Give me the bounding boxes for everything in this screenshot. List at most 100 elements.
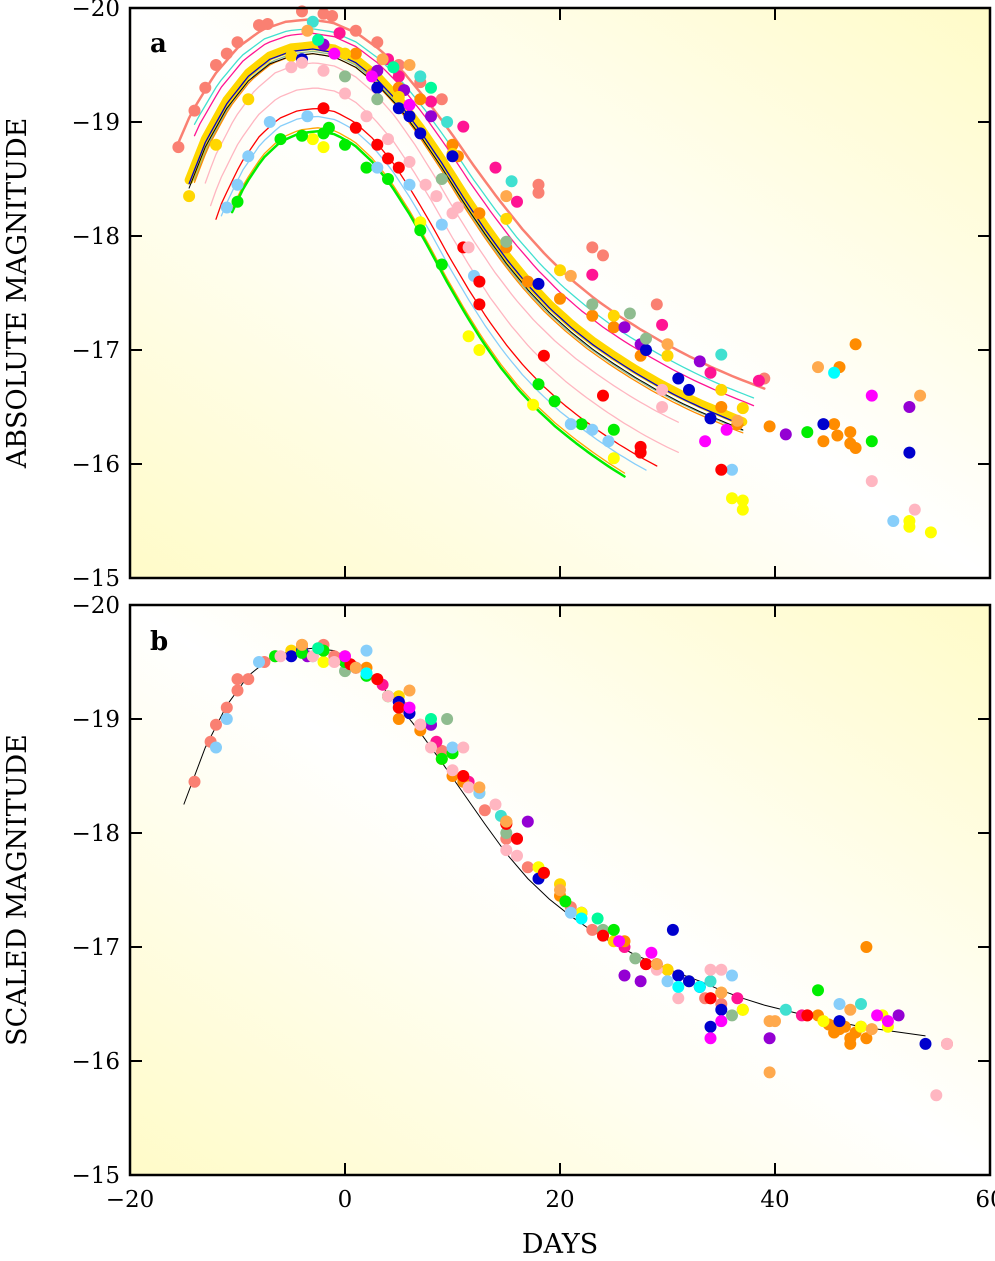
point-pink-1 xyxy=(296,56,308,69)
point-yellow-0 xyxy=(317,656,330,668)
point-sandybrown-6 xyxy=(650,958,663,971)
point-lime-11 xyxy=(548,395,561,408)
point-turquoise-7 xyxy=(855,998,867,1010)
point-sandybrown-0 xyxy=(301,24,314,37)
point-darkseagreen-0 xyxy=(339,70,351,83)
y-tick-label--17: −17 xyxy=(71,935,120,961)
point-lime-9 xyxy=(559,895,572,908)
point-lightskyblue-11 xyxy=(602,435,615,448)
point-salmon-17 xyxy=(532,186,545,199)
point-pink-0 xyxy=(285,61,298,74)
point-salmon-5 xyxy=(231,36,244,49)
point-red-10 xyxy=(801,1009,814,1022)
point-lime-15 xyxy=(865,435,878,448)
point-pink-13 xyxy=(656,401,669,413)
point-sandybrown-7 xyxy=(914,389,927,402)
point-deeppink-0 xyxy=(333,27,346,40)
point-lightskyblue-1 xyxy=(220,713,233,725)
point-darkseagreen-5 xyxy=(623,307,636,320)
point-turquoise-6 xyxy=(779,1003,792,1016)
point-yellow-5 xyxy=(527,398,540,411)
point-salmon-4 xyxy=(220,47,233,60)
point-pink-16 xyxy=(715,963,728,976)
point-yellow-8 xyxy=(736,494,749,507)
point-lime-1 xyxy=(274,133,287,146)
point-lime-12 xyxy=(575,418,588,431)
point-pink-10 xyxy=(451,201,464,214)
fit-curve-10 xyxy=(204,62,679,423)
point-salmon-7 xyxy=(261,18,274,30)
y-axis-title-b: SCALED MAGNITUDE xyxy=(2,734,33,1046)
point-darkviolet-6 xyxy=(693,355,706,368)
fit-curve-5 xyxy=(184,41,748,427)
point-darkorange-13 xyxy=(715,401,728,413)
point-gold-12 xyxy=(736,402,749,415)
fit-curve-6 xyxy=(188,48,744,426)
point-mediumblue-5 xyxy=(666,923,679,936)
point-red-7 xyxy=(597,929,609,942)
point-sandybrown-5 xyxy=(554,884,566,896)
point-pink-3 xyxy=(339,87,351,100)
point-gold-5 xyxy=(392,90,405,103)
point-salmon-5 xyxy=(231,673,244,686)
point-mediumblue-9 xyxy=(683,383,695,396)
point-sandybrown-10 xyxy=(844,1003,857,1016)
fit-curve-9 xyxy=(188,53,744,431)
point-salmon-3 xyxy=(210,59,222,71)
y-tick-label--18: −18 xyxy=(71,821,120,847)
point-lightskyblue-12 xyxy=(726,463,738,476)
point-red-9 xyxy=(704,992,717,1005)
x-tick-label--20: −20 xyxy=(106,1187,155,1213)
point-sandybrown-4 xyxy=(500,815,513,828)
point-lime-6 xyxy=(360,161,373,174)
point-pink-4 xyxy=(382,690,394,703)
point-lime-5 xyxy=(339,138,351,151)
point-darkseagreen-1 xyxy=(371,93,384,106)
point-springgreen-2 xyxy=(591,912,604,925)
point-salmon-1 xyxy=(188,104,201,117)
data-points xyxy=(188,638,953,1102)
y-tick-label--17: −17 xyxy=(71,338,120,364)
point-mediumblue-9 xyxy=(704,1020,717,1033)
point-darkviolet-4 xyxy=(618,321,631,334)
point-red-9 xyxy=(597,389,609,402)
point-salmon-23 xyxy=(586,923,599,936)
point-pink-8 xyxy=(457,741,470,754)
point-salmon-19 xyxy=(597,249,609,262)
point-pink-4 xyxy=(360,110,373,123)
fit-curve-14 xyxy=(231,127,626,474)
point-darkviolet-4 xyxy=(521,815,534,828)
axis-ticks: −20 0 20 40 60 −20 −19 −18 −17 −16 −15 xyxy=(71,593,995,1213)
point-lightskyblue-13 xyxy=(887,515,900,527)
point-sandybrown-3 xyxy=(500,190,513,203)
point-pink-15 xyxy=(704,963,717,976)
point-mediumblue-6 xyxy=(532,277,545,290)
point-salmon-0 xyxy=(172,141,185,154)
point-lime-4 xyxy=(322,121,335,134)
point-lime-14 xyxy=(801,426,814,439)
point-darkorange-15 xyxy=(763,420,776,433)
point-red-4 xyxy=(392,161,405,174)
x-tick-label-0: 0 xyxy=(338,1187,353,1213)
point-darkseagreen-4 xyxy=(629,952,642,965)
x-tick-label-60: 60 xyxy=(975,1187,995,1213)
point-salmon-2 xyxy=(199,81,212,94)
point-pink-11 xyxy=(462,241,475,254)
point-sandybrown-12 xyxy=(763,1066,776,1079)
point-salmon-11 xyxy=(349,24,362,37)
point-red-5 xyxy=(511,832,523,845)
point-yellow-5 xyxy=(736,1003,749,1016)
point-sandybrown-4 xyxy=(564,269,577,282)
point-pink-6 xyxy=(403,155,416,168)
point-deeppink-7 xyxy=(586,268,599,281)
point-salmon-10 xyxy=(326,10,339,22)
point-salmon-12 xyxy=(371,36,384,49)
y-tick-label--19: −19 xyxy=(71,110,120,136)
point-lime-10 xyxy=(607,923,620,936)
point-red-2 xyxy=(392,701,405,714)
axis-ticks: −20 −19 −18 −17 −16 −15 xyxy=(71,0,991,592)
point-springgreen-1 xyxy=(425,713,437,725)
x-tick-label-40: 40 xyxy=(760,1187,789,1213)
y-tick-label--15: −15 xyxy=(71,1163,120,1189)
point-lightskyblue-6 xyxy=(403,178,416,191)
